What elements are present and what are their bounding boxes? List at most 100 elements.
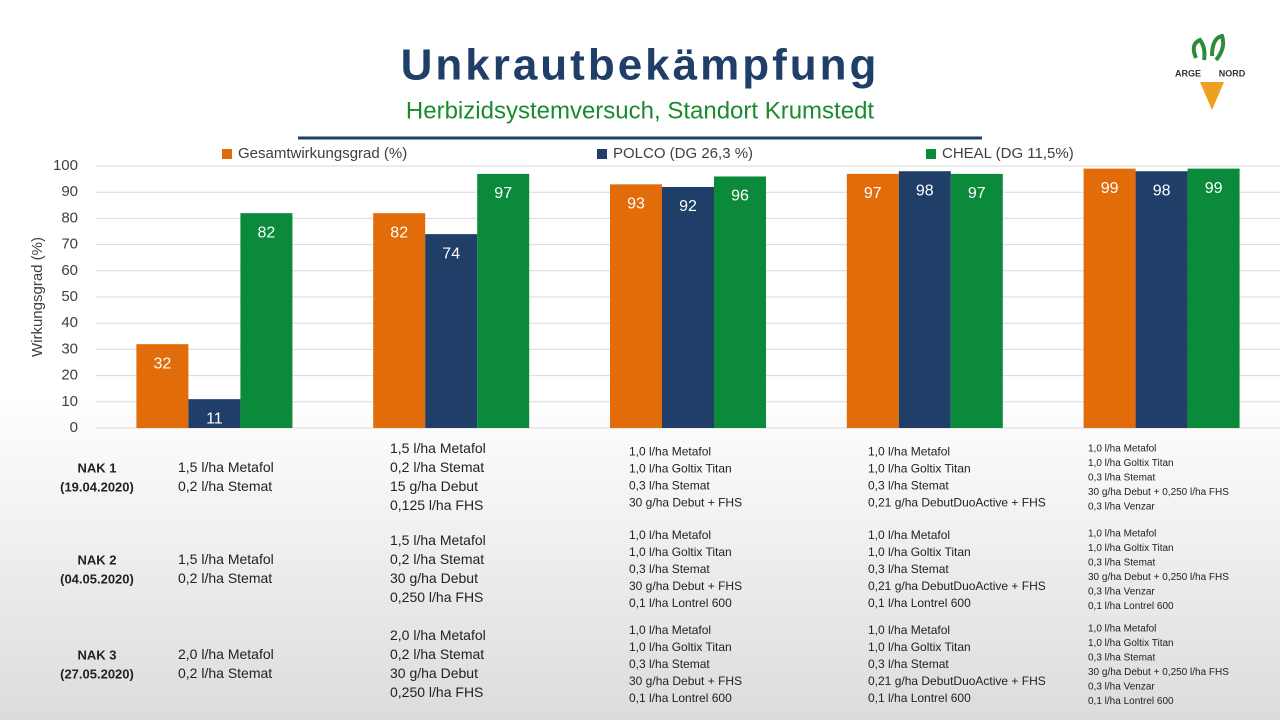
cell-line: 0,21 g/ha DebutDuoActive + FHS: [868, 496, 1046, 510]
bar: [425, 234, 478, 428]
cell-line: 0,3 l/ha Stemat: [1088, 652, 1155, 663]
cell-line: 0,1 l/ha Lontrel 600: [868, 691, 971, 705]
cell-line: 1,0 l/ha Metafol: [868, 445, 950, 459]
cell-line: 0,1 l/ha Lontrel 600: [1088, 601, 1174, 612]
legend-swatch: [926, 149, 936, 159]
legend-label: CHEAL (DG 11,5%): [942, 145, 1074, 162]
cell-line: 0,3 l/ha Stemat: [1088, 557, 1155, 568]
cell-line: 1,0 l/ha Metafol: [629, 528, 711, 542]
bar: [373, 213, 426, 428]
cell-line: 0,21 g/ha DebutDuoActive + FHS: [868, 674, 1046, 688]
cell-line: 0,3 l/ha Stemat: [868, 657, 949, 671]
row-label: (04.05.2020): [60, 571, 134, 586]
logo-text: ARGE: [1175, 68, 1201, 78]
y-tick-label: 90: [61, 183, 78, 200]
cell-line: 1,0 l/ha Metafol: [868, 528, 950, 542]
bar: [662, 186, 714, 428]
logo-text: NORD: [1219, 68, 1246, 78]
cell-line: 1,0 l/ha Metafol: [629, 445, 711, 459]
y-tick-label: 80: [61, 209, 78, 226]
value-label: 99: [1101, 180, 1119, 197]
row-label: (27.05.2020): [60, 666, 134, 681]
bar: [714, 176, 766, 428]
cell-line: 1,0 l/ha Metafol: [1088, 444, 1156, 455]
y-tick-label: 60: [61, 262, 78, 279]
row-label: NAK 3: [77, 647, 116, 662]
value-label: 92: [679, 198, 697, 215]
value-label: 96: [731, 188, 749, 205]
cell-line: 0,125 l/ha FHS: [390, 497, 483, 513]
value-label: 97: [968, 185, 986, 202]
y-tick-label: 0: [70, 419, 78, 436]
cell-line: 30 g/ha Debut: [390, 665, 478, 681]
row-label: NAK 2: [77, 552, 116, 567]
cell-line: 1,0 l/ha Goltix Titan: [1088, 458, 1174, 469]
cell-line: 0,250 l/ha FHS: [390, 589, 483, 605]
cell-line: 2,0 l/ha Metafol: [390, 627, 486, 643]
cell-line: 1,0 l/ha Goltix Titan: [629, 462, 732, 476]
y-tick-label: 40: [61, 314, 78, 331]
value-label: 97: [494, 185, 512, 202]
legend-label: POLCO (DG 26,3 %): [613, 145, 753, 162]
bar: [188, 399, 241, 428]
value-label: 11: [206, 410, 223, 427]
cell-line: 15 g/ha Debut: [390, 478, 478, 494]
cell-line: 0,3 l/ha Stemat: [629, 479, 710, 493]
cell-line: 0,250 l/ha FHS: [390, 684, 483, 700]
cell-line: 1,0 l/ha Metafol: [629, 623, 711, 637]
cell-line: 1,0 l/ha Goltix Titan: [868, 640, 971, 654]
cell-line: 0,3 l/ha Stemat: [868, 562, 949, 576]
cell-line: 30 g/ha Debut + 0,250 l/ha FHS: [1088, 572, 1229, 583]
cell-line: 1,0 l/ha Metafol: [1088, 623, 1156, 634]
cell-line: 0,1 l/ha Lontrel 600: [868, 596, 971, 610]
value-label: 97: [864, 185, 882, 202]
logo: ARGE NORD: [1175, 33, 1246, 110]
y-tick-label: 20: [61, 367, 78, 384]
y-tick-label: 70: [61, 236, 78, 253]
value-label: 98: [916, 182, 934, 199]
cell-line: 30 g/ha Debut: [390, 570, 478, 586]
value-label: 93: [627, 196, 645, 213]
title: Unkrautbekämpfung: [401, 41, 880, 90]
value-label: 74: [442, 245, 460, 262]
cell-line: 2,0 l/ha Metafol: [178, 646, 274, 662]
cell-line: 0,2 l/ha Stemat: [178, 570, 272, 586]
cell-line: 1,0 l/ha Goltix Titan: [629, 545, 732, 559]
bar: [950, 173, 1003, 428]
cell-line: 0,1 l/ha Lontrel 600: [629, 691, 732, 705]
legend-label: Gesamtwirkungsgrad (%): [238, 145, 407, 162]
logo-carrot: [1200, 82, 1224, 110]
cell-line: 1,0 l/ha Goltix Titan: [868, 545, 971, 559]
legend-swatch: [222, 149, 232, 159]
bar: [846, 173, 899, 428]
value-label: 82: [258, 224, 276, 241]
cell-line: 0,2 l/ha Stemat: [390, 551, 484, 567]
bar: [136, 344, 189, 428]
subtitle: Herbizidsystemversuch, Standort Krumsted…: [406, 97, 875, 124]
row-label: (19.04.2020): [60, 479, 134, 494]
cell-line: 0,3 l/ha Venzar: [1088, 502, 1155, 513]
y-tick-label: 10: [61, 393, 78, 410]
y-tick-label: 50: [61, 288, 78, 305]
cell-line: 0,1 l/ha Lontrel 600: [1088, 696, 1174, 707]
cell-line: 0,2 l/ha Stemat: [390, 459, 484, 475]
value-label: 32: [154, 355, 172, 372]
cell-line: 1,0 l/ha Goltix Titan: [629, 640, 732, 654]
cell-line: 1,5 l/ha Metafol: [390, 532, 486, 548]
cell-line: 0,21 g/ha DebutDuoActive + FHS: [868, 579, 1046, 593]
value-label: 99: [1205, 180, 1223, 197]
row-label: NAK 1: [77, 460, 116, 475]
cell-line: 1,5 l/ha Metafol: [178, 551, 274, 567]
value-label: 82: [390, 224, 408, 241]
bar: [898, 171, 951, 429]
cell-line: 30 g/ha Debut + FHS: [629, 674, 742, 688]
logo-leaves: [1191, 33, 1226, 62]
value-label: 98: [1153, 182, 1171, 199]
cell-line: 30 g/ha Debut + 0,250 l/ha FHS: [1088, 487, 1229, 498]
legend-swatch: [597, 149, 607, 159]
cell-line: 0,3 l/ha Stemat: [1088, 473, 1155, 484]
y-axis-title: Wirkungsgrad (%): [29, 237, 46, 357]
bar: [1083, 168, 1136, 428]
cell-line: 0,2 l/ha Stemat: [178, 478, 272, 494]
